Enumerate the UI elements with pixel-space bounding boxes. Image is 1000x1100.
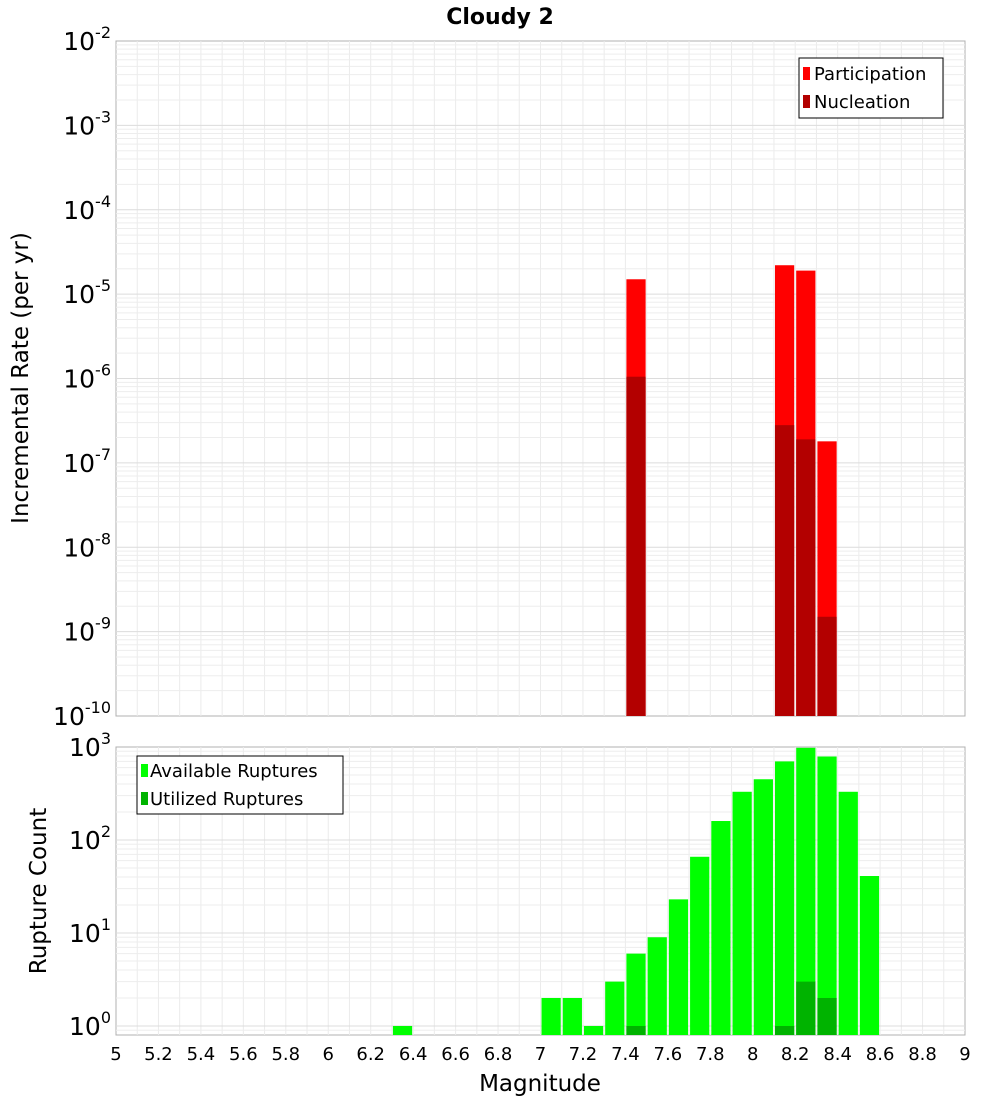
nucleation-bar: [774, 425, 795, 716]
count-y-axis-label: Rupture Count: [26, 808, 52, 974]
x-axis-label: Magnitude: [479, 1071, 601, 1097]
utilized-ruptures-bar: [774, 1025, 795, 1035]
rate-y-tick-label: 10-2: [63, 23, 111, 56]
rate-y-tick-label: 10-5: [63, 276, 111, 309]
rate-y-tick-label: 10-3: [63, 107, 111, 140]
x-tick-label: 5.6: [229, 1044, 258, 1065]
utilized-ruptures-bar: [796, 981, 816, 1035]
utilized-ruptures-bar: [817, 997, 837, 1035]
available-ruptures-bar: [647, 937, 667, 1035]
x-tick-label: 7: [535, 1044, 546, 1065]
available-ruptures-bar: [774, 761, 795, 1035]
available-ruptures-bar: [711, 821, 731, 1035]
rate-legend-box: [798, 57, 944, 119]
rate-y-tick-label: 10-8: [63, 529, 111, 562]
utilized-ruptures-bar: [626, 1025, 646, 1035]
count-legend: Available Ruptures Utilized Ruptures: [136, 755, 344, 815]
x-tick-label: 9: [959, 1044, 970, 1065]
available-ruptures-bar: [541, 997, 561, 1035]
x-tick-label: 8: [747, 1044, 758, 1065]
count-y-tick-label: 101: [69, 915, 111, 948]
rate-y-tick-label: 10-9: [63, 614, 111, 647]
x-tick-label: 5: [110, 1044, 121, 1065]
legend-label-utilized: Utilized Ruptures: [150, 789, 303, 810]
available-ruptures-bar: [668, 899, 689, 1035]
legend-label-nucleation: Nucleation: [814, 92, 910, 113]
available-ruptures-bar: [753, 779, 773, 1035]
available-ruptures-bar: [817, 756, 837, 1035]
x-tick-label: 6: [323, 1044, 334, 1065]
x-tick-label: 7.2: [569, 1044, 598, 1065]
x-tick-label: 6.2: [356, 1044, 385, 1065]
x-tick-label: 5.8: [271, 1044, 300, 1065]
rate-legend: Participation Nucleation: [798, 57, 944, 119]
rate-panel: 10-10 10-9 10-8 10-7 10-6 10-5 10-4 10-3 10-2 In…: [8, 23, 966, 731]
x-tick-label: 8.2: [781, 1044, 810, 1065]
x-tick-label: 8.4: [823, 1044, 852, 1065]
x-tick-label: 6.8: [484, 1044, 513, 1065]
rate-y-tick-label: 10-6: [63, 361, 111, 394]
legend-label-participation: Participation: [814, 64, 926, 85]
legend-swatch-available: [141, 764, 148, 777]
available-ruptures-bar: [605, 981, 625, 1035]
chart-title: Cloudy 2: [446, 5, 554, 30]
x-tick-label: 7.6: [654, 1044, 683, 1065]
count-y-tick-label: 103: [69, 729, 111, 762]
rate-y-tick-label: 10-10: [53, 698, 111, 731]
x-tick-label: 5.2: [144, 1044, 173, 1065]
legend-swatch-participation: [803, 67, 810, 80]
available-ruptures-bar: [562, 997, 582, 1035]
count-y-tick-label: 102: [69, 822, 111, 855]
available-ruptures-bar: [583, 1025, 604, 1035]
available-ruptures-bar: [796, 747, 816, 1035]
available-ruptures-bar: [690, 856, 710, 1035]
legend-label-available: Available Ruptures: [150, 761, 318, 782]
x-tick-label: 7.8: [696, 1044, 725, 1065]
rate-y-tick-label: 10-4: [63, 192, 111, 225]
x-tick-label: 5.4: [187, 1044, 216, 1065]
nucleation-bar: [796, 439, 816, 716]
x-tick-label: 7.4: [611, 1044, 640, 1065]
nucleation-bar: [817, 616, 837, 716]
rate-y-tick-label: 10-7: [63, 445, 111, 478]
count-panel: 100 101 102 103 5 5.2 5.4 5.6 5.8 6 6.2 6.4 6.6 6.8 7…: [26, 729, 971, 1097]
available-ruptures-bar: [626, 953, 646, 1035]
available-ruptures-bar: [838, 791, 858, 1035]
legend-swatch-utilized: [141, 792, 148, 805]
x-tick-label: 6.6: [441, 1044, 470, 1065]
x-tick-label: 8.6: [866, 1044, 895, 1065]
x-tick-label: 6.4: [399, 1044, 428, 1065]
count-y-tick-label: 100: [69, 1008, 111, 1041]
available-ruptures-bar: [732, 791, 752, 1035]
nucleation-bar: [626, 376, 646, 716]
rate-y-axis-label: Incremental Rate (per yr): [8, 232, 34, 524]
legend-swatch-nucleation: [803, 95, 810, 108]
count-legend-box: [136, 755, 344, 815]
x-tick-label: 8.8: [908, 1044, 937, 1065]
available-ruptures-bar: [392, 1025, 413, 1035]
available-ruptures-bar: [859, 876, 880, 1035]
